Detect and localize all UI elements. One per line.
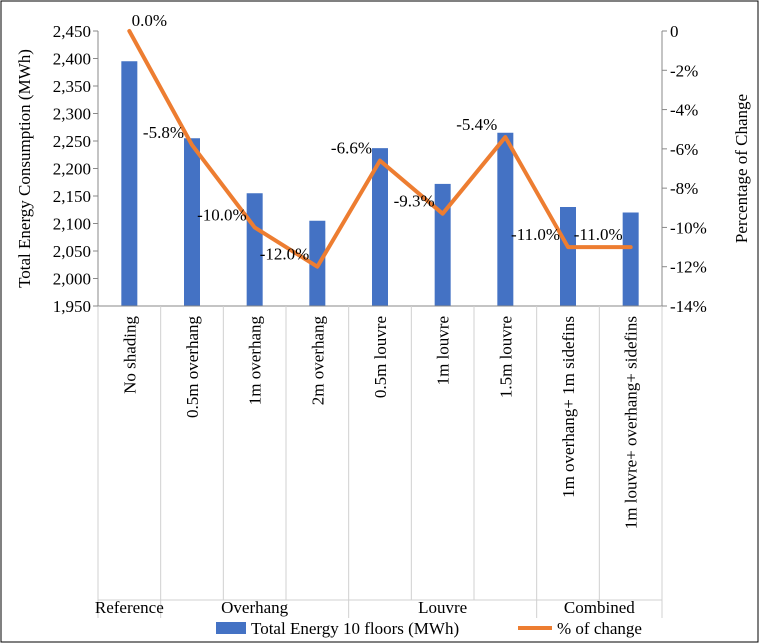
line-data-label: -11.0% xyxy=(511,225,560,244)
left-tick-label: 2,250 xyxy=(53,132,91,151)
category-label: 1m louvre+ overhang+ sidefins xyxy=(622,316,641,529)
left-tick-label: 2,400 xyxy=(53,50,91,69)
percent-change-line xyxy=(127,29,633,269)
group-label: Overhang xyxy=(221,598,289,617)
line-data-label: -9.3% xyxy=(394,192,435,211)
legend-label-line: % of change xyxy=(557,619,642,638)
y2-axis-title: Percentage of Change xyxy=(732,94,751,243)
category-label: 0.5m overhang xyxy=(183,316,202,418)
bar xyxy=(497,132,514,306)
legend-label-bar: Total Energy 10 floors (MWh) xyxy=(251,619,459,638)
left-tick-label: 2,300 xyxy=(53,105,91,124)
bar xyxy=(121,61,138,306)
left-tick-label: 1,950 xyxy=(53,297,91,316)
right-tick-label: 0 xyxy=(670,22,679,41)
group-label: Combined xyxy=(564,598,635,617)
category-label: 1m louvre xyxy=(434,316,453,385)
category-label: 0.5m louvre xyxy=(371,316,390,398)
line-data-label: -6.6% xyxy=(331,139,372,158)
right-tick-label: -14% xyxy=(670,297,707,316)
right-tick-label: -4% xyxy=(670,101,698,120)
line-data-label: -5.4% xyxy=(456,115,497,134)
line-data-label: -11.0% xyxy=(574,225,623,244)
left-tick-label: 2,350 xyxy=(53,77,91,96)
bar xyxy=(372,148,388,306)
group-label: Reference xyxy=(95,598,164,617)
bar xyxy=(434,183,451,306)
legend-swatch-bar xyxy=(216,622,246,634)
left-tick-label: 2,450 xyxy=(53,22,91,41)
left-tick-label: 2,100 xyxy=(53,215,91,234)
category-label: No shading xyxy=(120,316,139,394)
bar xyxy=(622,212,639,306)
left-tick-label: 2,150 xyxy=(53,187,91,206)
right-tick-label: -12% xyxy=(670,258,707,277)
bar xyxy=(560,207,576,306)
group-label: Louvre xyxy=(418,598,467,617)
category-label: 2m overhang xyxy=(308,316,327,406)
category-label: 1.5m louvre xyxy=(496,316,515,398)
right-tick-label: -2% xyxy=(670,61,698,80)
line-data-label: -12.0% xyxy=(260,245,310,264)
line-data-label: -10.0% xyxy=(197,205,247,224)
right-tick-label: -10% xyxy=(670,218,707,237)
category-label: 1m overhang xyxy=(246,316,265,406)
bar xyxy=(184,138,200,306)
y-axis-title: Total Energy Consumption (MWh) xyxy=(15,49,34,288)
left-tick-label: 2,000 xyxy=(53,270,91,289)
right-tick-label: -6% xyxy=(670,140,698,159)
category-label: 1m overhang+ 1m sidefins xyxy=(559,316,578,498)
left-tick-label: 2,050 xyxy=(53,242,91,261)
left-tick-label: 2,200 xyxy=(53,160,91,179)
line-data-label: -5.8% xyxy=(143,123,184,142)
line-data-label: 0.0% xyxy=(132,11,167,30)
right-tick-label: -8% xyxy=(670,179,698,198)
